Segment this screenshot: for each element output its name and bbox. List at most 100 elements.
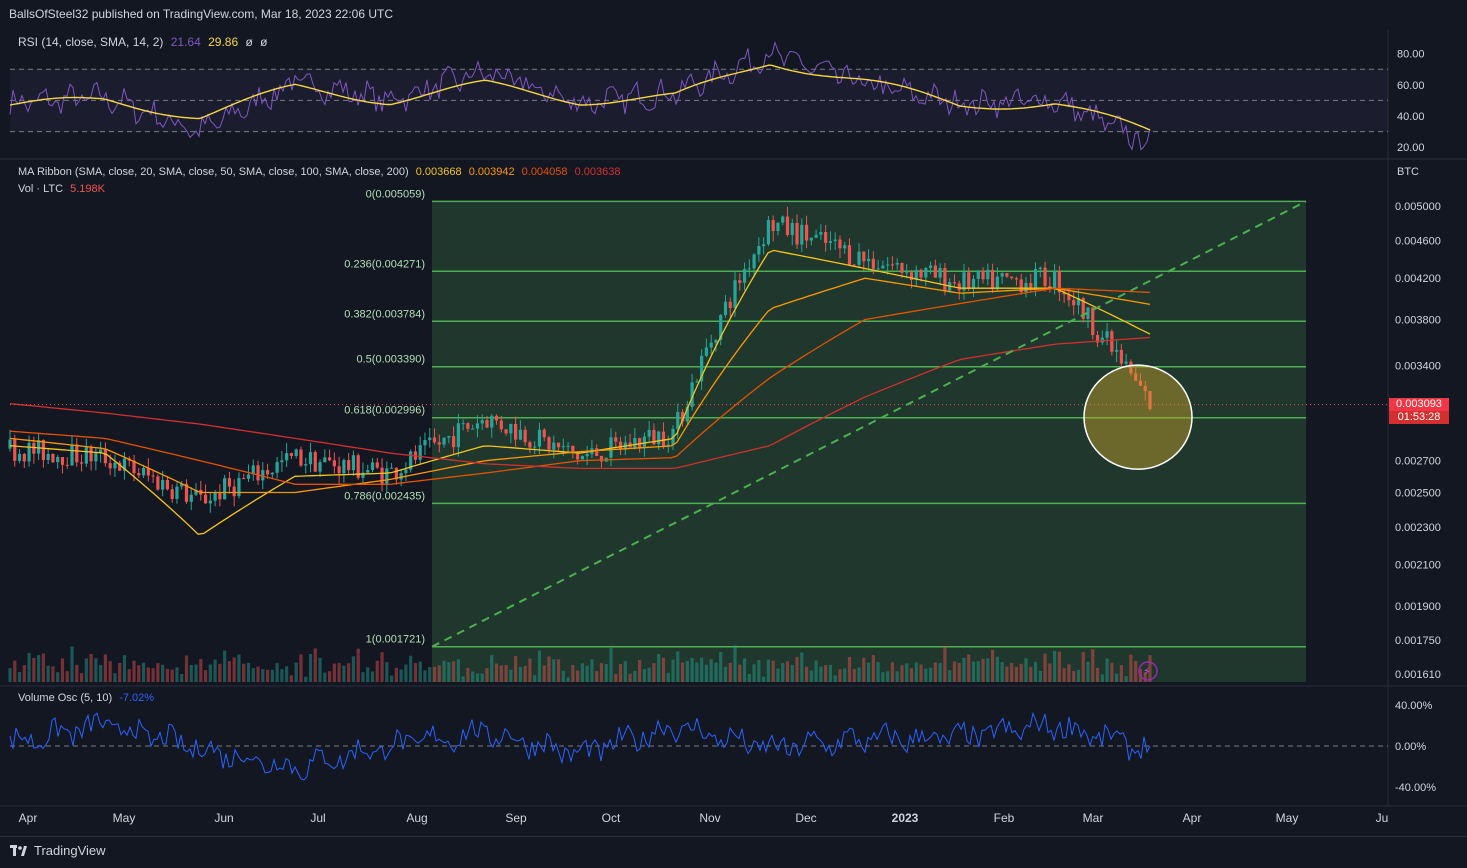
volume-bar bbox=[866, 662, 871, 682]
volume-bar bbox=[184, 655, 189, 682]
candle-body bbox=[924, 268, 928, 278]
candle-body bbox=[571, 445, 575, 453]
volume-bar bbox=[1115, 673, 1119, 682]
candle-body bbox=[1043, 267, 1047, 287]
candle-body bbox=[132, 460, 136, 474]
candle-body bbox=[785, 216, 790, 235]
volume-bar bbox=[41, 653, 45, 682]
rsi-legend[interactable]: RSI (14, close, SMA, 14, 2) 21.64 29.86 … bbox=[18, 35, 268, 49]
volume-bar bbox=[103, 654, 107, 682]
ma-ribbon-legend[interactable]: MA Ribbon (SMA, close, 20, SMA, close, 5… bbox=[18, 166, 620, 178]
candle-body bbox=[700, 355, 704, 382]
lightning-icon bbox=[1138, 661, 1158, 681]
volume-bar bbox=[380, 652, 384, 682]
volume-bar bbox=[1014, 666, 1019, 682]
volume-legend[interactable]: Vol · LTC 5.198K bbox=[18, 183, 105, 195]
volume-bar bbox=[1062, 668, 1066, 682]
volume-bar bbox=[1124, 676, 1128, 682]
candle-body bbox=[361, 472, 365, 478]
candle-body bbox=[824, 232, 828, 243]
volume-bar bbox=[299, 654, 303, 682]
volume-bar bbox=[1038, 670, 1042, 682]
time-tick-label: Apr bbox=[1183, 811, 1202, 825]
volume-bar bbox=[680, 662, 685, 682]
candle-body bbox=[919, 269, 923, 278]
volume-bar bbox=[256, 666, 260, 682]
volume-bar bbox=[165, 668, 170, 682]
ma-line-100 bbox=[9, 287, 1151, 485]
tradingview-logo[interactable]: TradingView bbox=[10, 843, 106, 858]
candle-body bbox=[680, 412, 685, 422]
ma-line-50 bbox=[9, 277, 1151, 494]
volume-bar bbox=[1024, 658, 1028, 682]
volume-bar bbox=[1067, 664, 1071, 682]
candle-body bbox=[695, 381, 699, 383]
candle-body bbox=[838, 239, 842, 249]
candle-body bbox=[122, 458, 127, 471]
volume-bar bbox=[528, 658, 532, 682]
rsi-ma-value: 29.86 bbox=[208, 35, 239, 49]
volume-bar bbox=[175, 667, 179, 682]
candle-body bbox=[514, 423, 518, 440]
volume-bar bbox=[924, 668, 928, 682]
rsi-tick-label: 60.00 bbox=[1397, 80, 1425, 92]
volume-bar bbox=[208, 664, 212, 682]
volume-bar bbox=[451, 661, 456, 682]
fib-zone bbox=[432, 201, 1306, 682]
volume-bar bbox=[623, 661, 627, 682]
volume-bar bbox=[1033, 661, 1038, 682]
volume-bar bbox=[862, 657, 866, 682]
price-tick-label: 0.002300 bbox=[1395, 522, 1441, 534]
candle-body bbox=[203, 494, 208, 504]
candle-body bbox=[795, 222, 799, 245]
volume-label: Vol · LTC bbox=[18, 183, 64, 195]
candle-body bbox=[981, 270, 985, 280]
candle-body bbox=[576, 452, 580, 460]
candle-body bbox=[938, 267, 942, 278]
volume-bar bbox=[809, 670, 813, 682]
volume-bar bbox=[905, 663, 909, 682]
volume-bar bbox=[928, 667, 933, 682]
volume-bar bbox=[952, 661, 957, 682]
candle-body bbox=[251, 465, 255, 475]
candle-body bbox=[952, 282, 957, 284]
fib-level-label: 0.786(0.002435) bbox=[344, 490, 425, 502]
rsi-tick-label: 80.00 bbox=[1397, 49, 1425, 61]
candle-body bbox=[757, 246, 761, 255]
volume-bar bbox=[628, 673, 632, 682]
candle-body bbox=[1010, 276, 1014, 279]
volume-bar bbox=[237, 654, 241, 682]
fib-level-label: 0.5(0.003390) bbox=[357, 354, 426, 366]
candle-body bbox=[1124, 361, 1128, 364]
volume-bar bbox=[785, 661, 790, 682]
candle-body bbox=[962, 272, 966, 291]
volume-bar bbox=[1091, 649, 1095, 682]
volume-bar bbox=[1134, 660, 1138, 682]
candle-body bbox=[1038, 267, 1042, 269]
candle-body bbox=[17, 453, 22, 461]
candle-body bbox=[347, 460, 351, 471]
volume-bar bbox=[838, 669, 842, 682]
volume-osc-legend[interactable]: Volume Osc (5, 10) -7.02% bbox=[18, 692, 154, 704]
candle-body bbox=[471, 428, 475, 430]
volume-bar bbox=[180, 674, 184, 682]
candle-body bbox=[1143, 385, 1147, 392]
volume-bar bbox=[981, 658, 985, 682]
volume-bar bbox=[776, 668, 780, 682]
candle-body bbox=[65, 464, 69, 466]
volume-bar bbox=[203, 670, 208, 682]
candle-body bbox=[866, 258, 871, 262]
candle-body bbox=[237, 478, 241, 497]
candle-body bbox=[189, 494, 193, 502]
volume-bar bbox=[141, 662, 146, 682]
candle-body bbox=[304, 464, 308, 466]
trendline: ⚡ bbox=[431, 200, 1307, 681]
chart-canvas[interactable]: 80.00 60.00 40.00 20.00 0(0.005059) 0.236(0.… bbox=[0, 0, 1467, 836]
volume-bar bbox=[122, 655, 127, 682]
rsi-label: RSI (14, close, SMA, 14, 2) bbox=[18, 35, 164, 49]
candle-body bbox=[1014, 278, 1019, 280]
volume-bar bbox=[685, 660, 689, 682]
volume-osc-line bbox=[9, 711, 1151, 781]
candle-body bbox=[599, 456, 604, 462]
candle-body bbox=[971, 278, 976, 289]
